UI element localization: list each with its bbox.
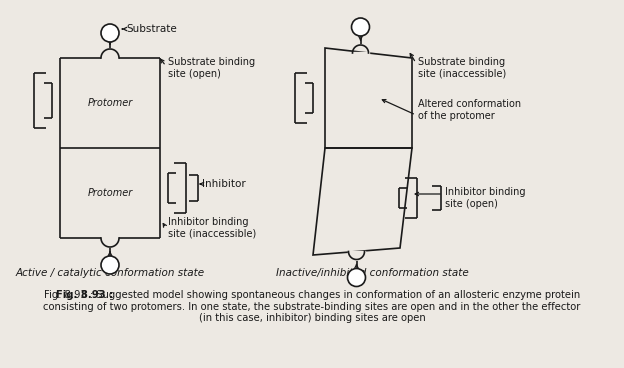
Text: Fig. 8.93 :: Fig. 8.93 :	[56, 290, 113, 300]
Text: Substrate binding
site (open): Substrate binding site (open)	[168, 57, 255, 79]
Circle shape	[348, 269, 366, 287]
Text: Inactive/inhibited conformation state: Inactive/inhibited conformation state	[276, 268, 469, 278]
Text: Altered conformation
of the protomer: Altered conformation of the protomer	[418, 99, 521, 121]
Text: Inhibitor: Inhibitor	[202, 179, 246, 189]
Text: Fig. 8.93 : Suggested model showing spontaneous changes in conformation of an al: Fig. 8.93 : Suggested model showing spon…	[43, 290, 581, 323]
Text: Active / catalytic conformation state: Active / catalytic conformation state	[16, 268, 205, 278]
Circle shape	[101, 256, 119, 274]
Text: Inhibitor binding
site (inaccessible): Inhibitor binding site (inaccessible)	[168, 217, 256, 239]
Circle shape	[101, 24, 119, 42]
Text: Protomer: Protomer	[87, 98, 133, 108]
Text: Inhibitor binding
site (open): Inhibitor binding site (open)	[445, 187, 525, 209]
Text: Substrate: Substrate	[126, 24, 177, 34]
Text: Protomer: Protomer	[87, 188, 133, 198]
Text: Substrate binding
site (inaccessible): Substrate binding site (inaccessible)	[418, 57, 506, 79]
Circle shape	[351, 18, 369, 36]
